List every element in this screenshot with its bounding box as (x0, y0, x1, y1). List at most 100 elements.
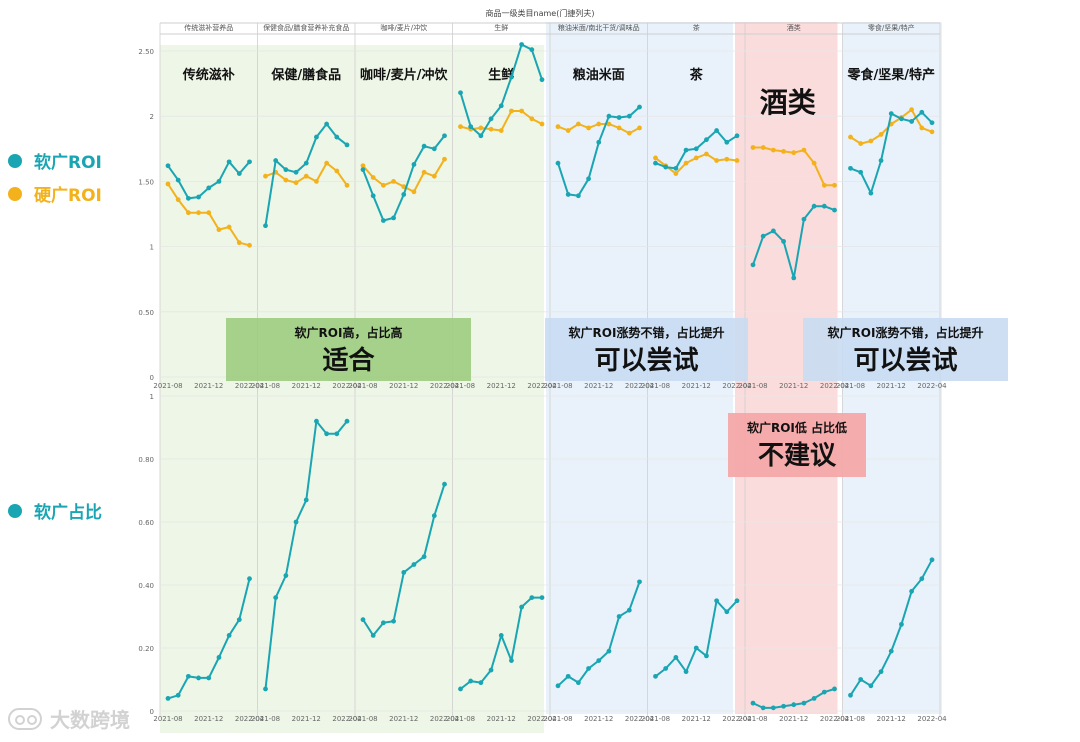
bottom-x-tick-2-1: 2021-12 (389, 715, 418, 723)
soft-roi-point-7-3 (878, 158, 884, 163)
hard-roi-point-6-6 (811, 160, 817, 166)
soft-share-point-0-8 (247, 576, 252, 582)
soft-share-point-1-7 (334, 431, 340, 437)
bottom-x-tick-6-2: 2022-04 (820, 715, 850, 723)
soft-roi-point-3-5 (509, 74, 514, 80)
legend-hard-roi-label: 硬广ROI (34, 186, 102, 206)
soft-roi-point-6-0 (750, 262, 756, 268)
soft-share-point-5-7 (724, 609, 730, 615)
top-x-tick-4-2: 2022-04 (625, 382, 655, 390)
hard-roi-point-1-6 (324, 160, 330, 166)
soft-share-point-0-0 (165, 696, 171, 701)
bottom-x-tick-7-1: 2021-12 (877, 715, 906, 723)
soft-share-point-5-8 (734, 598, 740, 604)
annotation-box-2 (803, 318, 1008, 381)
top-x-tick-2-0: 2021-08 (348, 382, 377, 390)
soft-roi-point-0-4 (206, 185, 212, 191)
soft-roi-point-3-1 (468, 124, 474, 130)
soft-roi-point-6-2 (770, 228, 776, 234)
hard-roi-point-3-8 (539, 121, 545, 127)
soft-roi-point-2-6 (421, 143, 427, 149)
bottom-x-tick-0-1: 2021-12 (194, 715, 223, 723)
soft-share-point-2-3 (391, 618, 396, 624)
hard-roi-point-2-8 (442, 156, 447, 162)
soft-roi-point-6-1 (760, 233, 766, 239)
hard-roi-point-1-8 (344, 182, 350, 188)
top-x-tick-5-0: 2021-08 (641, 382, 670, 390)
hard-roi-point-6-3 (781, 149, 786, 154)
hard-roi-point-3-4 (498, 128, 504, 133)
soft-share-point-4-3 (586, 666, 591, 671)
soft-share-point-1-3 (293, 519, 299, 525)
soft-share-point-2-4 (401, 570, 407, 575)
legend-soft-share: 软广占比 (8, 498, 102, 523)
soft-roi-point-5-6 (714, 128, 720, 133)
facet-header-2: 咖啡/麦片/冲饮 (380, 23, 427, 32)
soft-roi-point-1-8 (344, 142, 350, 148)
top-x-tick-2-2: 2022-04 (430, 382, 460, 390)
soft-share-point-3-8 (539, 595, 545, 600)
soft-share-point-3-3 (488, 667, 494, 673)
hard-roi-point-2-3 (391, 179, 396, 184)
soft-share-point-1-2 (283, 573, 289, 578)
annotation-verdict-3: 不建议 (758, 441, 837, 471)
hard-roi-point-1-5 (314, 179, 319, 184)
hard-roi-point-0-1 (175, 197, 181, 203)
facet-label-7: 零食/坚果/特产 (847, 67, 936, 83)
soft-share-point-1-8 (344, 418, 350, 424)
soft-roi-point-5-5 (704, 137, 709, 143)
hard-roi-point-5-8 (734, 158, 740, 163)
soft-roi-point-7-2 (868, 190, 874, 196)
top-x-tick-0-2: 2022-04 (235, 382, 265, 390)
bottom-x-tick-7-0: 2021-08 (836, 715, 865, 723)
soft-roi-point-6-4 (791, 275, 797, 281)
facet-header-5: 茶 (693, 23, 700, 32)
soft-share-point-7-5 (899, 621, 904, 627)
top-x-tick-0-1: 2021-12 (194, 382, 223, 390)
soft-share-point-6-3 (781, 703, 786, 709)
legend-soft-roi-marker (8, 153, 22, 168)
top-x-tick-2-1: 2021-12 (389, 382, 418, 390)
soft-roi-point-0-1 (175, 177, 181, 183)
soft-roi-point-7-5 (899, 116, 904, 122)
hard-roi-point-3-5 (509, 108, 514, 114)
legend-soft-roi-label: 软广ROI (34, 153, 102, 173)
soft-roi-point-4-1 (565, 192, 571, 197)
hard-roi-point-4-3 (586, 125, 591, 131)
facet-header-7: 零食/坚果/特产 (868, 23, 915, 32)
bottom-x-tick-2-0: 2021-08 (348, 715, 377, 723)
soft-roi-point-0-8 (247, 159, 252, 165)
hard-roi-point-0-6 (226, 224, 232, 230)
hard-roi-point-3-0 (458, 124, 463, 130)
soft-roi-point-7-1 (858, 169, 864, 175)
facet-header-4: 粮油米面/南北干货/调味品 (558, 23, 640, 32)
top-x-tick-3-2: 2022-04 (527, 382, 557, 390)
soft-share-point-0-7 (236, 617, 242, 623)
annotation-box-0 (226, 318, 471, 381)
soft-roi-point-0-0 (165, 163, 171, 169)
facet-label-1: 保健/膳食品 (270, 67, 341, 83)
soft-roi-point-2-4 (401, 192, 407, 197)
hard-roi-point-7-8 (929, 129, 935, 135)
watermark-logo: 大数跨境 (8, 704, 130, 733)
facet-header-1: 保健食品/膳食营养补充食品 (263, 23, 349, 32)
soft-roi-point-2-1 (370, 193, 376, 199)
annotation-verdict-1: 可以尝试 (594, 346, 698, 376)
soft-share-point-0-4 (206, 675, 212, 681)
facet-label-3: 生鲜 (488, 67, 514, 83)
bottom-x-tick-6-0: 2021-08 (738, 715, 767, 723)
soft-share-point-7-7 (919, 576, 925, 582)
soft-roi-point-3-2 (478, 133, 484, 139)
hard-roi-point-0-5 (216, 227, 222, 233)
bottom-x-tick-4-2: 2022-04 (625, 715, 655, 723)
soft-share-point-7-8 (929, 557, 935, 563)
hard-roi-point-1-7 (334, 168, 340, 174)
soft-share-point-2-5 (411, 562, 417, 567)
facet-label-2: 咖啡/麦片/冲饮 (360, 67, 448, 83)
hard-roi-point-1-3 (293, 180, 299, 186)
soft-roi-point-3-8 (539, 77, 545, 83)
soft-share-point-1-6 (324, 431, 330, 437)
hard-roi-point-7-0 (848, 134, 853, 140)
hard-roi-point-6-5 (801, 147, 807, 153)
legend-soft-roi: 软广ROI (8, 148, 102, 173)
